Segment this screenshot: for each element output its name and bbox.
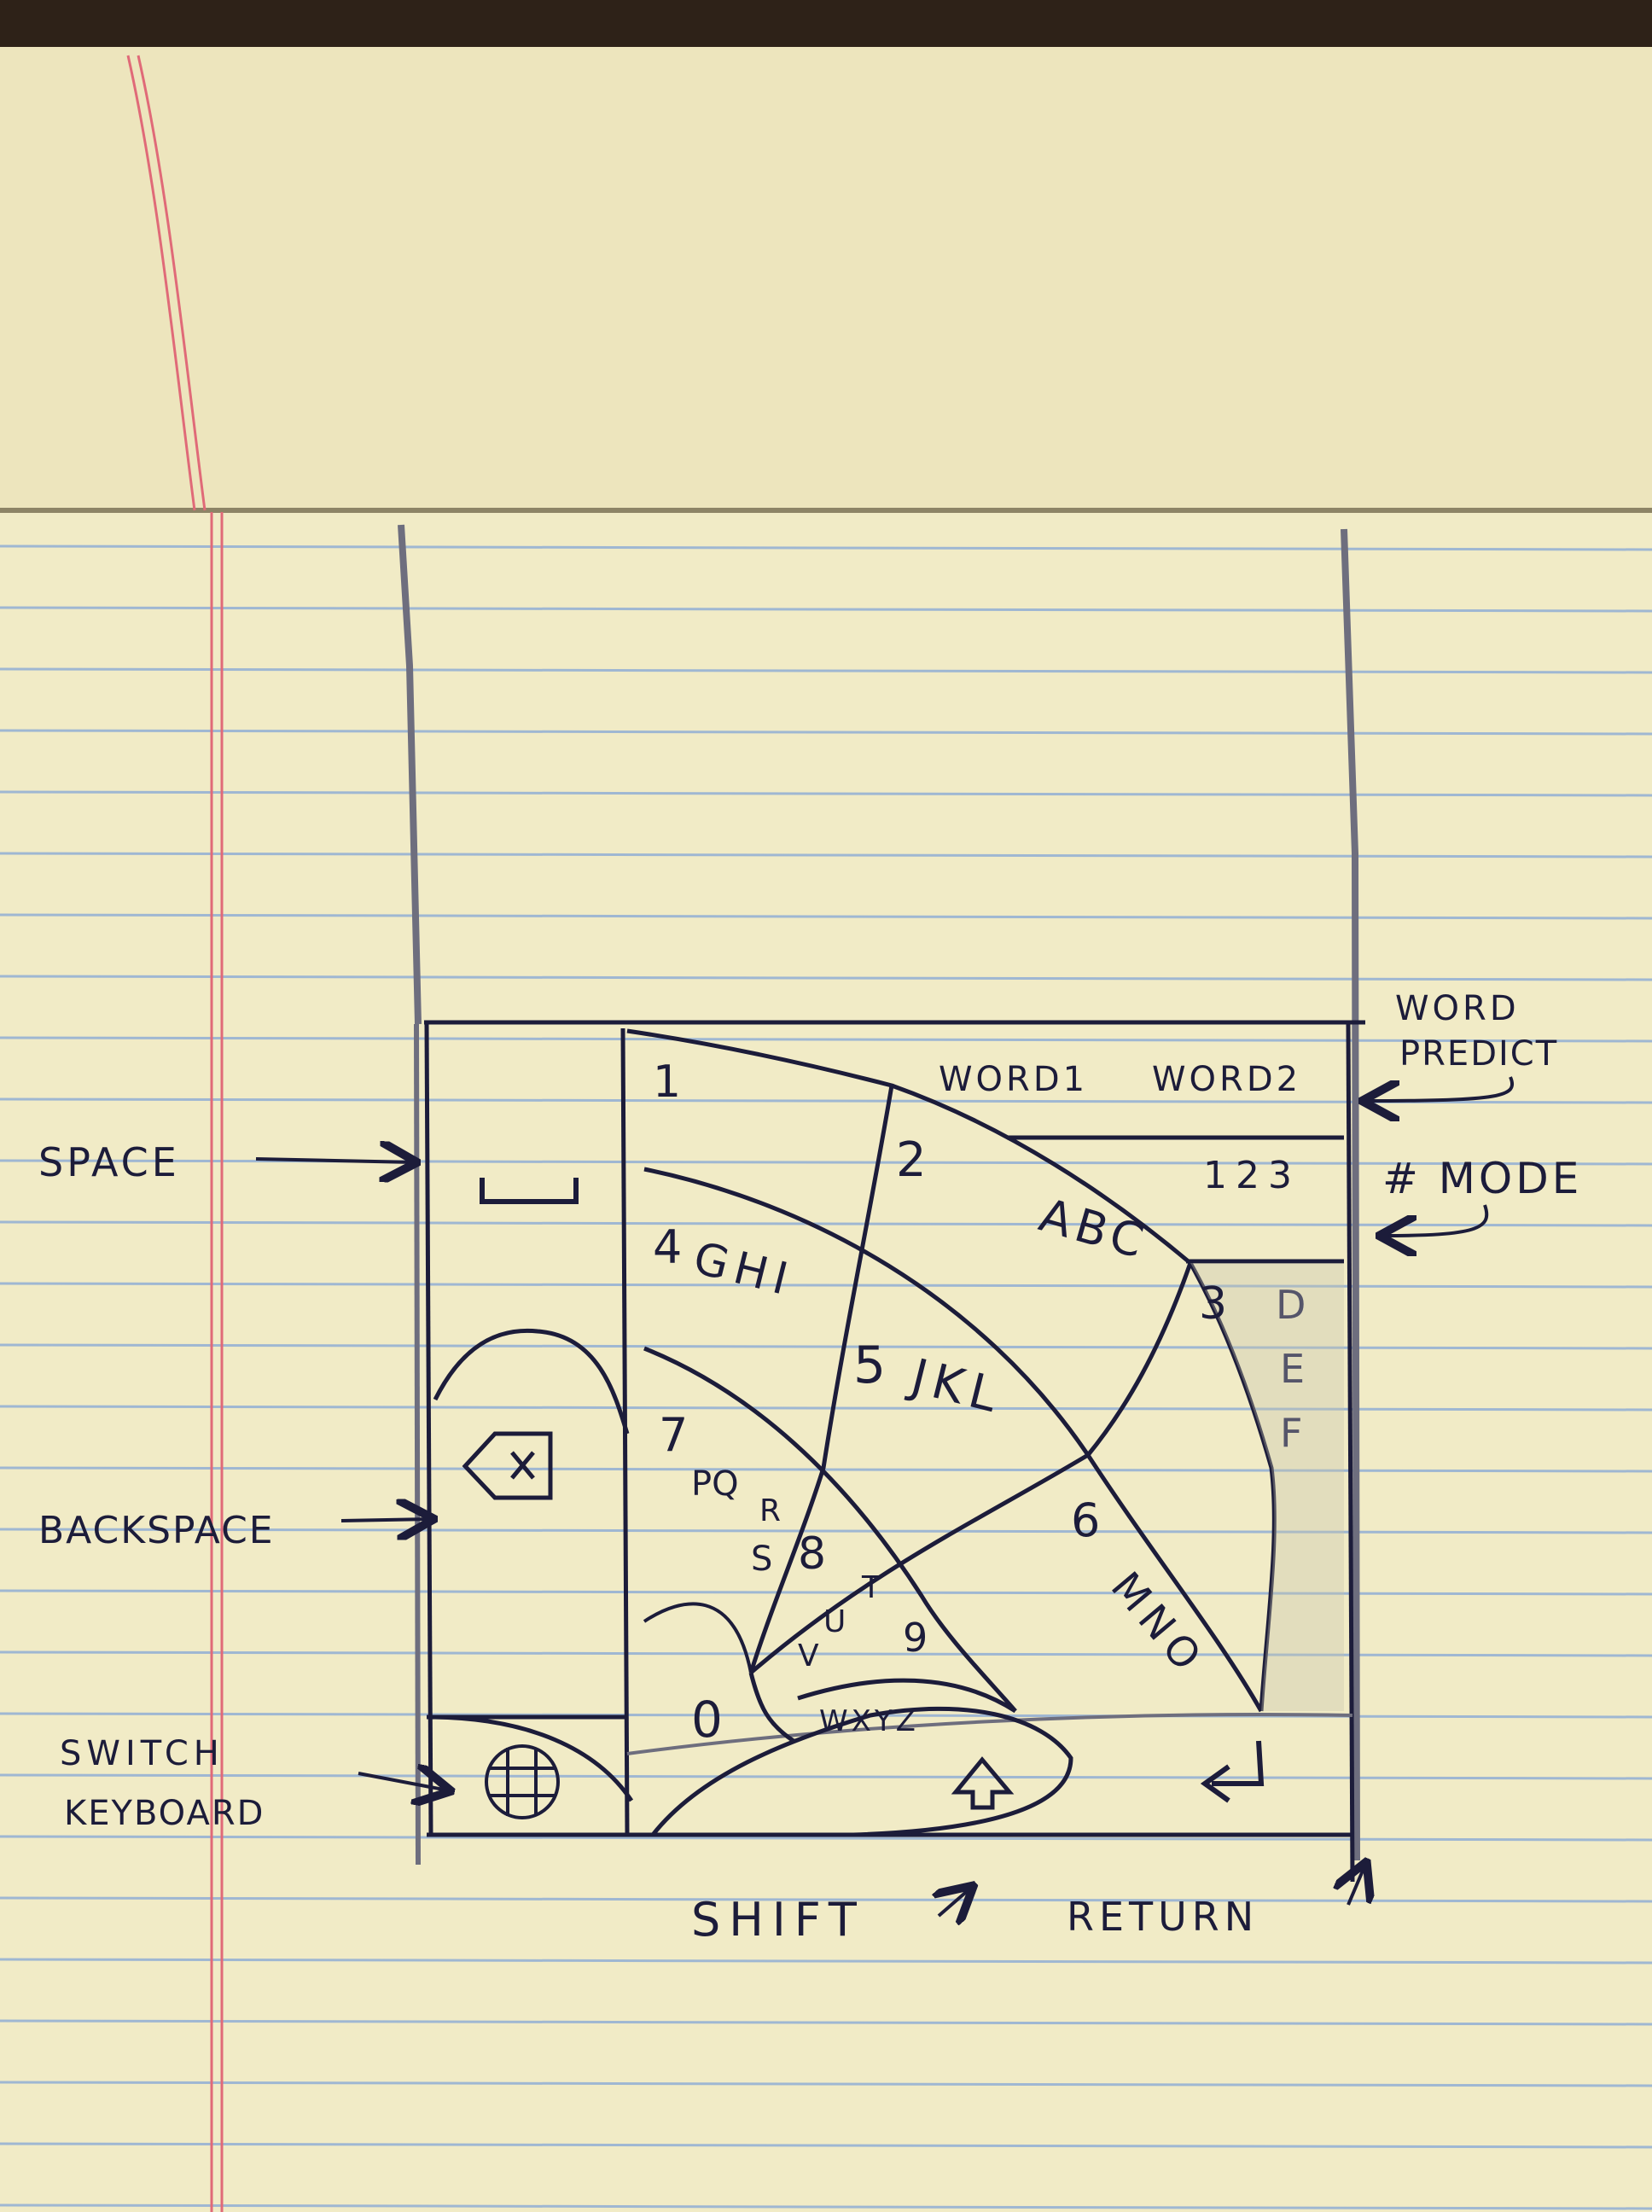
key-7-letter-s: S [751, 1540, 772, 1579]
switch-keyboard-key[interactable] [426, 1714, 634, 1819]
ruled-line [0, 975, 1652, 981]
keyboard-frame [424, 1020, 1365, 1883]
ruled-line [0, 1958, 1652, 1965]
ruled-line [0, 852, 1652, 859]
ruled-line [0, 1896, 1652, 1903]
ruled-line [0, 1589, 1652, 1596]
ruled-line [0, 2081, 1652, 2087]
ruled-line [0, 1835, 1652, 1842]
ruled-line [0, 544, 1652, 551]
number-mode-key[interactable]: 123 [1186, 1154, 1344, 1264]
key-7-letters-pq: PQ [691, 1464, 739, 1504]
globe-icon [485, 1744, 560, 1819]
key-3-letter-e: E [1280, 1346, 1305, 1392]
annotation-backspace: BACKSPACE [38, 1509, 275, 1552]
ruled-line [0, 1282, 1652, 1289]
ruled-line [0, 1466, 1652, 1473]
ruled-line [0, 667, 1652, 674]
backspace-key[interactable] [433, 1328, 630, 1500]
key-8-letter-v: V [798, 1639, 819, 1674]
key-8-letter-t: T [861, 1570, 881, 1605]
annotation-switch-keyboard-line1: SWITCH [60, 1734, 224, 1773]
annotation-word-predict-line2: PREDICT [1399, 1034, 1558, 1074]
annotation-space: SPACE [38, 1139, 180, 1185]
key-3-letter-d: D [1276, 1282, 1306, 1328]
ruled-line [0, 2019, 1652, 2026]
space-key[interactable] [480, 1178, 579, 1204]
key-8-letter-u: U [823, 1604, 846, 1639]
annotation-switch-keyboard-line2: KEYBOARD [64, 1794, 265, 1833]
annotation-number-mode: # MODE [1382, 1154, 1582, 1203]
key-7[interactable]: 7 [659, 1408, 688, 1462]
prediction-word-1[interactable]: WORD1 [939, 1060, 1088, 1099]
ruled-line [0, 1528, 1652, 1534]
backspace-x-icon [462, 1431, 553, 1500]
ruled-line [0, 1036, 1652, 1043]
annotation-return: RETURN [1067, 1894, 1259, 1940]
key-7-letter-r: R [759, 1493, 781, 1528]
ruled-line [0, 1773, 1652, 1780]
key-4[interactable]: 4 [653, 1220, 682, 1274]
shift-arrow-icon [951, 1756, 1015, 1810]
pencil-shading [1190, 1263, 1344, 1711]
key-8[interactable]: 8 [798, 1528, 826, 1580]
key-3[interactable]: 3 [1199, 1278, 1227, 1330]
word-predict-bar[interactable]: WORD1 WORD2 [939, 1060, 1344, 1140]
ruled-line [0, 1712, 1652, 1719]
key-9[interactable]: 9 [903, 1615, 928, 1661]
annotation-shift: SHIFT [691, 1893, 865, 1947]
number-mode-label: 123 [1203, 1154, 1300, 1197]
key-5[interactable]: 5 [853, 1336, 886, 1395]
ruled-line [0, 790, 1652, 797]
ruled-line [0, 1343, 1652, 1350]
margin-lines [126, 55, 224, 2212]
radial-keypad [626, 1028, 1277, 1837]
annotations: SPACE BACKSPACE SWITCH KEYBOARD WORD PRE… [38, 989, 1582, 1947]
ruled-line [0, 1159, 1652, 1166]
key-2[interactable]: 2 [896, 1132, 927, 1188]
prediction-word-2[interactable]: WORD2 [1152, 1060, 1301, 1099]
key-1[interactable]: 1 [653, 1057, 681, 1108]
space-bar-icon [480, 1178, 579, 1204]
ruled-line [0, 729, 1652, 736]
key-6[interactable]: 6 [1071, 1493, 1100, 1547]
ruled-line [0, 1405, 1652, 1412]
key-9-letters: WXYZ [819, 1704, 919, 1738]
annotation-word-predict-line1: WORD [1395, 989, 1520, 1028]
ruled-line [0, 913, 1652, 920]
ruled-line [0, 2142, 1652, 2149]
key-labels: 1 2 ABC 3 D E F 4 GHI 5 JKL 6 MNO 7 PQ R… [653, 1057, 1306, 1749]
ruled-line [0, 2203, 1652, 2210]
shift-key[interactable] [951, 1756, 1015, 1810]
ruled-line [0, 606, 1652, 613]
key-0[interactable]: 0 [691, 1691, 723, 1749]
table-edge [0, 0, 1652, 51]
return-arrow-icon [1212, 1740, 1265, 1786]
rolled-paper-top [0, 47, 1652, 512]
key-3-letter-f: F [1280, 1410, 1302, 1456]
ruled-line [0, 1650, 1652, 1657]
return-key[interactable] [1200, 1740, 1265, 1803]
